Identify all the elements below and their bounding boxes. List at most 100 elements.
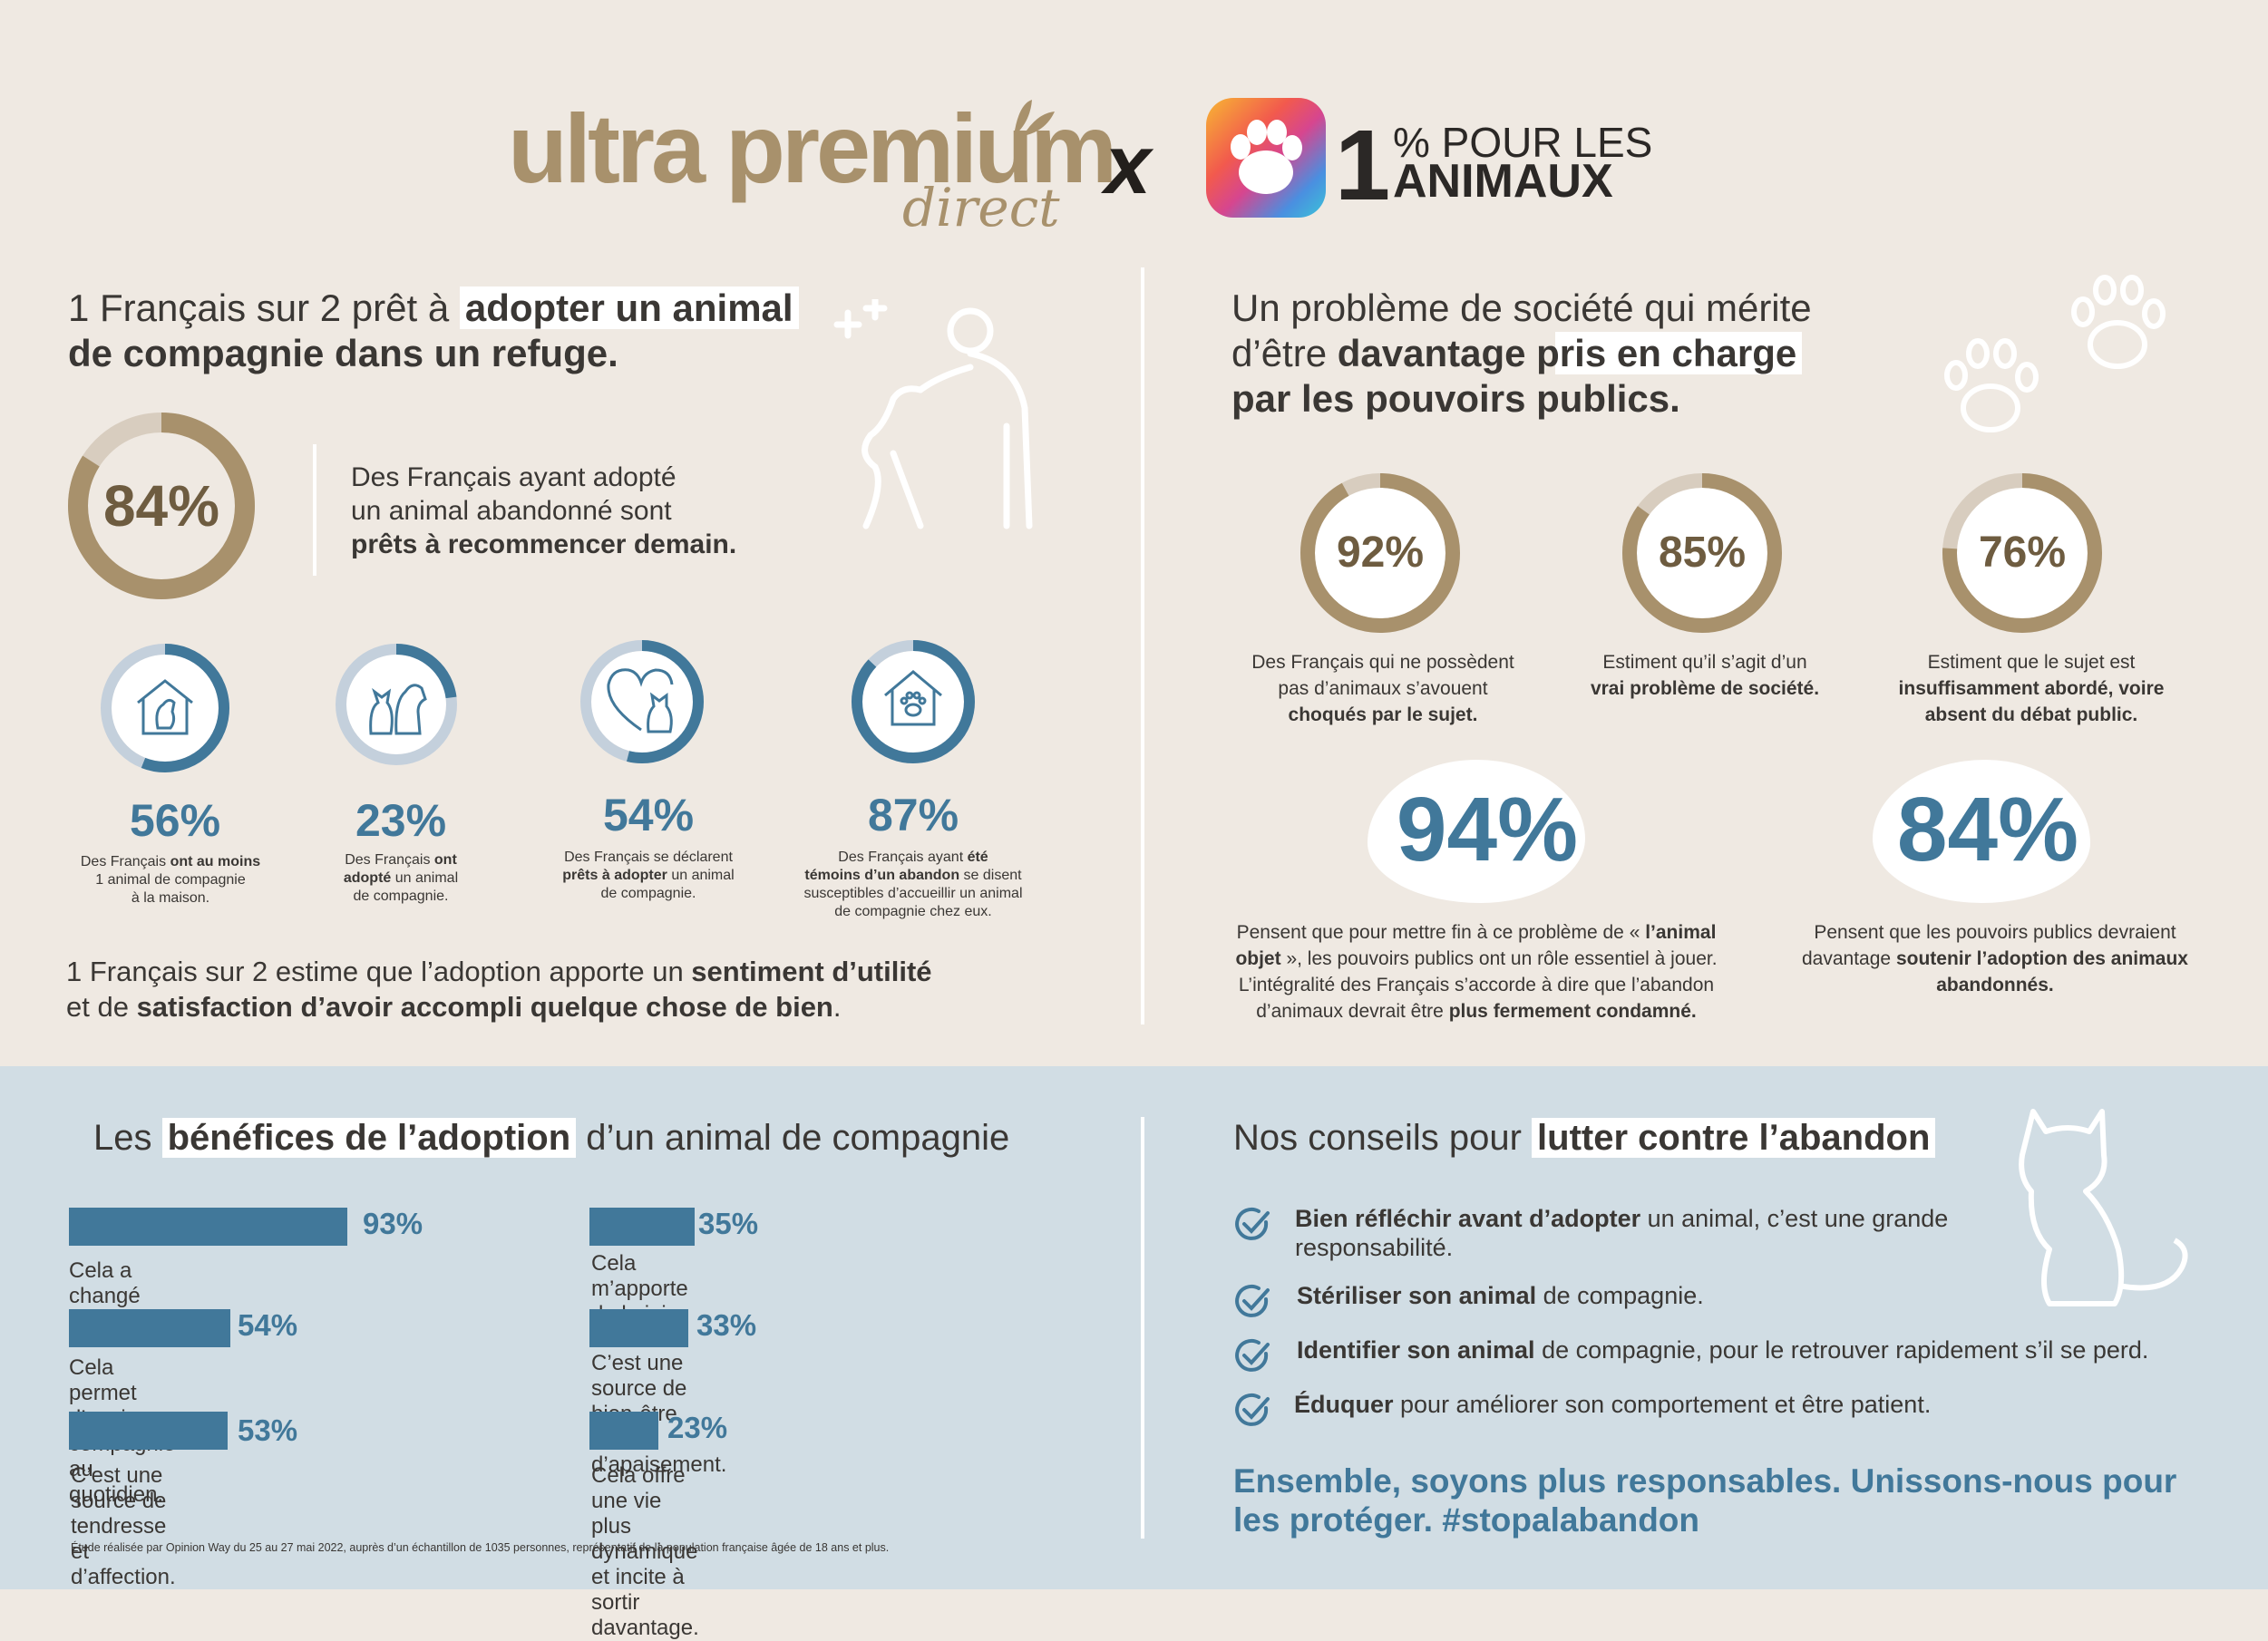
tip-2-text: Stériliser son animal de compagnie. (1297, 1281, 2204, 1310)
tip-4-text: Éduquer pour améliorer son comportement … (1294, 1390, 2201, 1419)
tip-1-bold: Bien réfléchir avant d’adopter (1295, 1205, 1641, 1232)
left-footer-bold1: sentiment d’utilité (691, 956, 932, 987)
right-title: Un problème de société qui mérite d’être… (1231, 286, 2048, 422)
advice-title-part1: Nos conseils pour (1233, 1118, 1533, 1158)
benefit-pct-23: 23% (667, 1411, 728, 1444)
stat-23-line3: de compagnie. (353, 888, 449, 904)
stat-54-line1: Des Français se déclarent (564, 850, 733, 865)
stat-87-line2b: se disent (959, 868, 1022, 883)
ring-85-line1: Estiment qu’il s’agit d’un (1602, 652, 1807, 673)
stat-56-line3: à la maison. (131, 890, 210, 906)
study-footnote: Étude réalisée par Opinion Way du 25 au … (71, 1541, 890, 1554)
benefits-title-part1: Les (93, 1118, 162, 1158)
left-title: 1 Français sur 2 prêt à adopter un anima… (68, 286, 884, 376)
ring-85: 85% (1621, 471, 1784, 635)
benefit-pct-53: 53% (238, 1413, 298, 1447)
ring-value-arc (1622, 473, 1782, 633)
right-title-line1: Un problème de société qui mérite (1231, 286, 1812, 329)
check-circle-icon (1235, 1339, 1270, 1372)
left-footer-part1: 1 Français sur 2 estime que l’adoption a… (66, 956, 692, 987)
stat-94-line3: L’intégralité des Français s’accorde à d… (1238, 975, 1715, 995)
ring-92-line1: Des Français qui ne possèdent (1251, 652, 1514, 673)
benefit-53-line1: C’est une source de tendresse (71, 1463, 167, 1539)
benefit-bar-35 (589, 1208, 695, 1246)
ring-center (88, 432, 235, 579)
stat-23-line2b: un animal (391, 870, 459, 886)
ring-76-line1: Estiment que le sujet est (1927, 652, 2136, 673)
stat-56-pct: 56% (129, 795, 221, 846)
stat-56 (98, 641, 232, 775)
stat-54-line3: de compagnie. (600, 886, 696, 901)
benefit-bar-93 (69, 1208, 347, 1246)
ring-center (1315, 488, 1445, 618)
stat-84b-line1: Pensent que les pouvoirs publics devraie… (1814, 922, 2176, 943)
brand-logo-text: ultra premium (508, 93, 1117, 203)
stat-87-caption: Des Français ayant été témoins d’un aban… (777, 849, 1049, 921)
stat-23-line1a: Des Français (345, 852, 434, 868)
ring-value-arc (336, 644, 457, 765)
stat-84b-line2b: soutenir l’adoption des animaux (1895, 948, 2188, 969)
header: ultra premium direct x 1 % POUR LES ANIM… (0, 0, 2268, 254)
collaboration-cross: x (1105, 119, 1152, 211)
ring-76: 76% (1941, 471, 2104, 635)
left-title-part2: de compagnie dans un refuge. (68, 332, 618, 374)
stat-87-line1b: été (967, 850, 988, 865)
ring-85-caption: Estiment qu’il s’agit d’un vrai problème… (1542, 649, 1868, 702)
stat-94-pct: 94% (1396, 779, 1579, 880)
stat-23-caption: Des Français ont adopté un animal de com… (292, 851, 510, 906)
tip-1-text: Bien réfléchir avant d’adopter un animal… (1295, 1204, 2020, 1262)
main-stat-line2: un animal abandonné sont (351, 496, 672, 526)
stat-56-line1a: Des Français (80, 854, 170, 869)
benefit-23-line2: et incite à sortir davantage. (591, 1565, 699, 1640)
stat-84b-pct: 84% (1896, 779, 2079, 880)
closing-line1: Ensemble, soyons plus responsables. Unis… (1233, 1462, 2177, 1500)
tip-2-rest: de compagnie. (1536, 1282, 1704, 1309)
check-circle-icon (1235, 1208, 1270, 1240)
main-ring-label: 84% (102, 473, 220, 539)
stat-87-line3: susceptibles d’accueillir un animal (803, 886, 1023, 901)
ring-76-line2: insuffisamment abordé, voire (1898, 678, 2165, 699)
benefit-bar-54 (69, 1309, 230, 1347)
stat-94-line2b: », les pouvoirs publics ont un rôle esse… (1280, 948, 1718, 969)
closing-line2: les protéger. #stopalabandon (1233, 1501, 1700, 1539)
stat-23-line1b: ont (433, 852, 457, 868)
stat-94-blob (1368, 760, 1585, 903)
ring-85-label: 85% (1658, 529, 1747, 577)
main-stat-line1: Des Français ayant adopté (351, 462, 677, 492)
brand-logo-subtext: direct (902, 177, 1060, 238)
ring-92-line3: choqués par le sujet. (1288, 704, 1478, 725)
stat-56-line1b: ont au moins (170, 854, 261, 869)
check-circle-icon (1235, 1285, 1270, 1317)
ring-value-arc (852, 640, 975, 763)
tip-3-text: Identifier son animal de compagnie, pour… (1297, 1335, 2249, 1364)
top-divider (1141, 267, 1144, 1024)
benefit-pct-33: 33% (696, 1308, 757, 1342)
stat-23-pct: 23% (355, 795, 447, 846)
tip-3-rest: de compagnie, pour le retrouver rapideme… (1534, 1336, 2149, 1364)
benefits-title-part2: d’un animal de compagnie (576, 1118, 1010, 1158)
right-title-line2a: d’être (1231, 332, 1338, 374)
stat-54 (578, 637, 706, 766)
stat-94-caption: Pensent que pour mettre fin à ce problèm… (1195, 919, 1757, 1024)
main-stat-text: Des Français ayant adopté un animal aban… (351, 461, 859, 561)
partner-logo-line1: % POUR LES (1393, 119, 1653, 166)
advice-title-highlight: lutter contre l’abandon (1532, 1118, 1936, 1158)
heart-cat-icon (601, 665, 683, 742)
tip-1-rest: un animal, c’est une grande (1640, 1205, 1949, 1232)
benefit-bar-23 (589, 1412, 658, 1450)
cat-and-dog-icon (362, 668, 431, 742)
ring-center (1957, 488, 2088, 618)
ring-value-arc (580, 640, 704, 763)
stat-87-line4: de compagnie chez eux. (834, 904, 992, 919)
paw-logo-icon (1206, 98, 1326, 218)
main-stat-line3: prêts à recommencer demain. (351, 529, 737, 559)
sitting-cat-icon (2013, 1104, 2195, 1317)
tip-3-bold: Identifier son animal (1297, 1336, 1535, 1364)
ring-value-arc (68, 413, 255, 599)
benefit-pct-93: 93% (363, 1207, 423, 1240)
left-title-highlight: adopter un animal (459, 286, 799, 329)
ring-92-caption: Des Français qui ne possèdent pas d’anim… (1220, 649, 1546, 728)
advice-title: Nos conseils pour lutter contre l’abando… (1233, 1115, 2049, 1160)
stat-84b-caption: Pensent que les pouvoirs publics devraie… (1777, 919, 2213, 998)
ring-76-label: 76% (1978, 529, 2067, 577)
